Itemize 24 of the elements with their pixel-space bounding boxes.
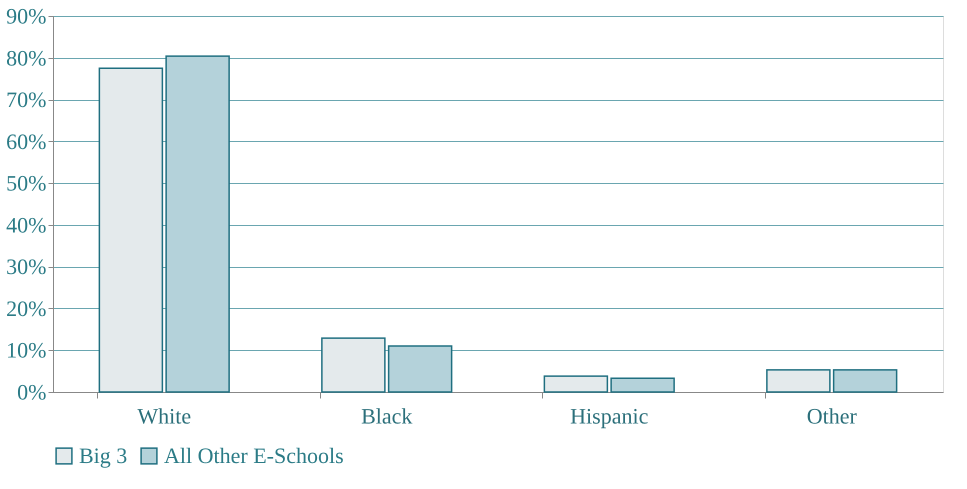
bar	[832, 369, 898, 393]
y-tick-label: 10%	[6, 338, 46, 363]
y-tick-label: 30%	[6, 254, 46, 280]
y-tick-label: 80%	[6, 45, 46, 70]
bar	[544, 375, 608, 393]
y-tick-label: 90%	[6, 4, 46, 28]
y-tick-label: 20%	[6, 296, 46, 321]
y-tick-label: 60%	[6, 128, 46, 154]
legend-label: Big 3	[79, 443, 128, 468]
x-tick-label: Black	[361, 404, 412, 428]
bar	[766, 369, 831, 393]
bar	[388, 345, 452, 393]
legend-label: All Other E-Schools	[164, 443, 344, 468]
x-tick-label: Other	[806, 404, 858, 428]
y-tick-label: 0%	[17, 380, 46, 404]
bar	[321, 337, 386, 393]
x-tick-label: White	[137, 404, 192, 428]
bar	[610, 377, 675, 393]
y-tick-label: 40%	[6, 212, 46, 238]
y-tick-label: 70%	[6, 87, 46, 112]
bar	[165, 55, 230, 393]
y-tick-label: 50%	[6, 170, 46, 196]
bar	[98, 67, 164, 393]
x-tick-label: Hispanic	[570, 404, 649, 428]
